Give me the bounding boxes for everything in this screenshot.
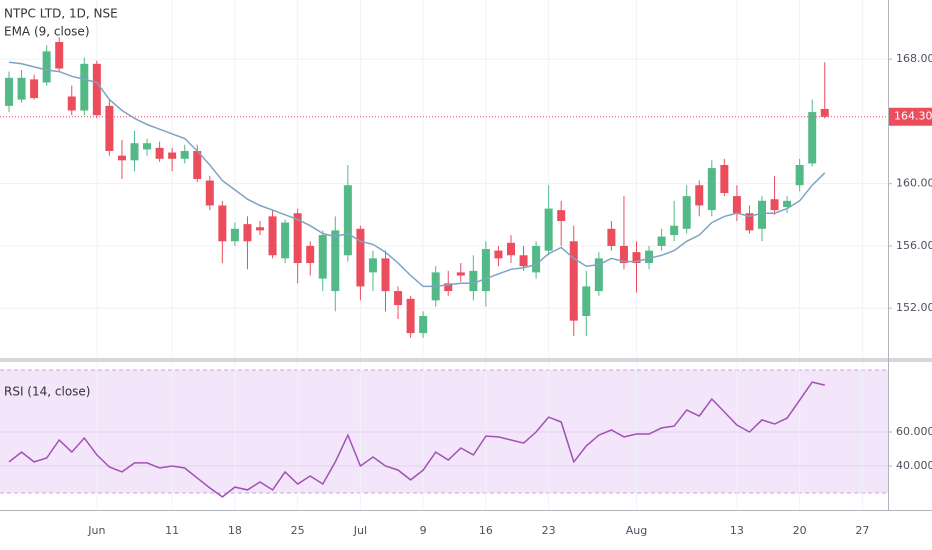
- candle-body: [42, 51, 51, 83]
- candle-body: [783, 200, 792, 208]
- y-tick-label: 160.00: [896, 177, 932, 190]
- pane-separator: [0, 358, 932, 362]
- candle-body: [256, 227, 264, 231]
- candle-body: [519, 255, 528, 267]
- series-line: [8, 61, 826, 288]
- x-tick-label: 20: [793, 524, 807, 537]
- candle-body: [180, 150, 189, 159]
- candle-body: [331, 230, 340, 292]
- candle-body: [368, 258, 377, 273]
- candle-body: [695, 185, 704, 206]
- candle-body: [645, 250, 654, 264]
- x-tick-label: 13: [730, 524, 744, 537]
- candle-body: [5, 77, 13, 106]
- candle-body: [619, 245, 628, 264]
- candle-body: [808, 112, 817, 164]
- y-tick-label: 152.00: [896, 301, 932, 314]
- candle-body: [155, 147, 164, 159]
- plot-layer: [0, 0, 888, 510]
- candle-body: [406, 298, 415, 334]
- candle-body: [30, 79, 39, 99]
- chart-title: NTPC LTD, 1D, NSE: [4, 7, 118, 21]
- candle-body: [92, 63, 101, 116]
- x-tick-label: 27: [855, 524, 869, 537]
- x-tick-label: 16: [479, 524, 493, 537]
- candle-body: [582, 286, 591, 316]
- y-tick-label: 156.00: [896, 239, 932, 252]
- candle-body: [544, 208, 553, 251]
- candle-body: [657, 236, 666, 246]
- candle-body: [381, 258, 390, 292]
- candle-body: [632, 252, 641, 264]
- rsi-band: [0, 370, 888, 493]
- candle-body: [444, 283, 453, 292]
- candle-body: [494, 250, 503, 259]
- candle-body: [795, 164, 804, 186]
- candle-body: [569, 241, 578, 321]
- candle-body: [268, 216, 277, 256]
- y-tick-label: 40.0000: [896, 459, 932, 472]
- candle-body: [532, 245, 541, 273]
- candle-body: [419, 315, 428, 334]
- candle-body: [732, 196, 741, 214]
- candle-body: [682, 196, 691, 229]
- candle-body: [105, 105, 114, 151]
- candle-body: [594, 258, 603, 292]
- x-tick-label: 18: [228, 524, 242, 537]
- candle-body: [193, 150, 202, 179]
- y-tick-label: 60.0000: [896, 425, 932, 438]
- x-tick-label: 9: [420, 524, 427, 537]
- candle-body: [306, 245, 315, 264]
- x-tick-label: 25: [291, 524, 305, 537]
- candle-body: [670, 225, 679, 236]
- candle-body: [67, 96, 76, 111]
- candle-body: [770, 199, 779, 211]
- candle-body: [130, 143, 139, 161]
- candle-body: [318, 235, 327, 279]
- candle-body: [469, 270, 478, 292]
- candle-body: [55, 42, 64, 69]
- candle-body: [607, 228, 616, 246]
- candle-body: [168, 152, 177, 159]
- candle-body: [720, 164, 729, 194]
- candle-body: [557, 210, 566, 222]
- y-tick-label: 168.00: [896, 52, 932, 65]
- candle-body: [820, 108, 829, 117]
- candle-body: [456, 272, 465, 276]
- series-line: [8, 381, 825, 498]
- candle-body: [80, 63, 89, 111]
- candle-body: [218, 205, 227, 242]
- legend-entry: RSI (14, close): [4, 385, 90, 399]
- x-tick-label: 23: [542, 524, 556, 537]
- candle-body: [243, 224, 252, 242]
- candle-body: [143, 143, 152, 150]
- x-tick-label: Aug: [626, 524, 647, 537]
- candle-body: [343, 185, 352, 256]
- candle-body: [481, 249, 490, 292]
- candle-body: [745, 213, 754, 231]
- candle-body: [281, 222, 290, 259]
- x-tick-label: Jun: [87, 524, 105, 537]
- candle-body: [205, 180, 214, 206]
- x-tick-label: 11: [165, 524, 179, 537]
- price-label: 164.30: [894, 110, 932, 123]
- x-tick-label: Jul: [353, 524, 367, 537]
- candle-body: [230, 228, 239, 242]
- legend-entry: EMA (9, close): [4, 25, 90, 39]
- candle-body: [117, 155, 126, 161]
- candle-body: [507, 242, 515, 256]
- candle-body: [356, 228, 365, 287]
- candle-body: [707, 168, 716, 211]
- candle-body: [758, 200, 766, 229]
- candle-body: [394, 291, 403, 306]
- candle-body: [17, 77, 26, 100]
- candle-body: [293, 213, 302, 264]
- price-label-box: [889, 107, 932, 126]
